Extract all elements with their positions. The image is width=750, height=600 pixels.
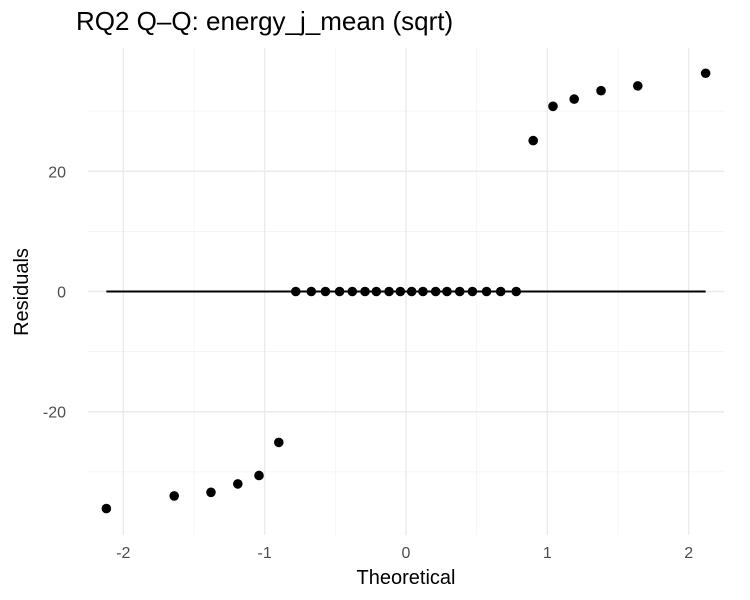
data-point [528, 135, 538, 146]
data-point [395, 286, 406, 297]
data-point [454, 286, 465, 297]
data-point [495, 286, 506, 297]
data-point [700, 68, 711, 79]
data-point [233, 479, 243, 489]
chart-title: RQ2 Q–Q: energy_j_mean (sqrt) [76, 6, 453, 36]
data-points [101, 68, 711, 514]
x-tick-label: -2 [116, 545, 130, 562]
x-axis-ticks: -2 -1 0 1 2 [116, 545, 693, 562]
data-point [254, 470, 264, 481]
x-tick-label: 2 [684, 545, 693, 562]
data-point [206, 487, 216, 498]
data-point [101, 503, 112, 514]
data-point [406, 286, 417, 297]
data-point [481, 286, 492, 297]
data-point [442, 286, 452, 297]
y-tick-label: -20 [43, 405, 66, 422]
data-point [371, 286, 382, 297]
data-point [306, 286, 317, 297]
y-axis-title: Residuals [11, 248, 33, 336]
x-tick-label: 0 [402, 545, 411, 562]
y-tick-label: 20 [48, 164, 66, 181]
data-point [430, 286, 441, 297]
data-point [511, 286, 522, 297]
data-point [290, 286, 301, 297]
data-point [418, 286, 428, 297]
data-point [569, 94, 579, 104]
x-axis-title: Theoretical [357, 567, 456, 589]
data-point [596, 85, 606, 96]
data-point [632, 81, 643, 91]
data-point [360, 286, 370, 297]
data-point [384, 286, 394, 297]
data-point [334, 286, 345, 297]
data-point [548, 101, 558, 112]
data-point [274, 437, 284, 448]
x-tick-label: -1 [258, 545, 272, 562]
data-point [347, 286, 358, 297]
data-point [320, 286, 331, 297]
y-axis-ticks: -20 0 20 [43, 164, 66, 421]
data-point [467, 286, 478, 297]
x-tick-label: 1 [543, 545, 552, 562]
data-point [169, 491, 180, 501]
y-tick-label: 0 [57, 285, 66, 302]
